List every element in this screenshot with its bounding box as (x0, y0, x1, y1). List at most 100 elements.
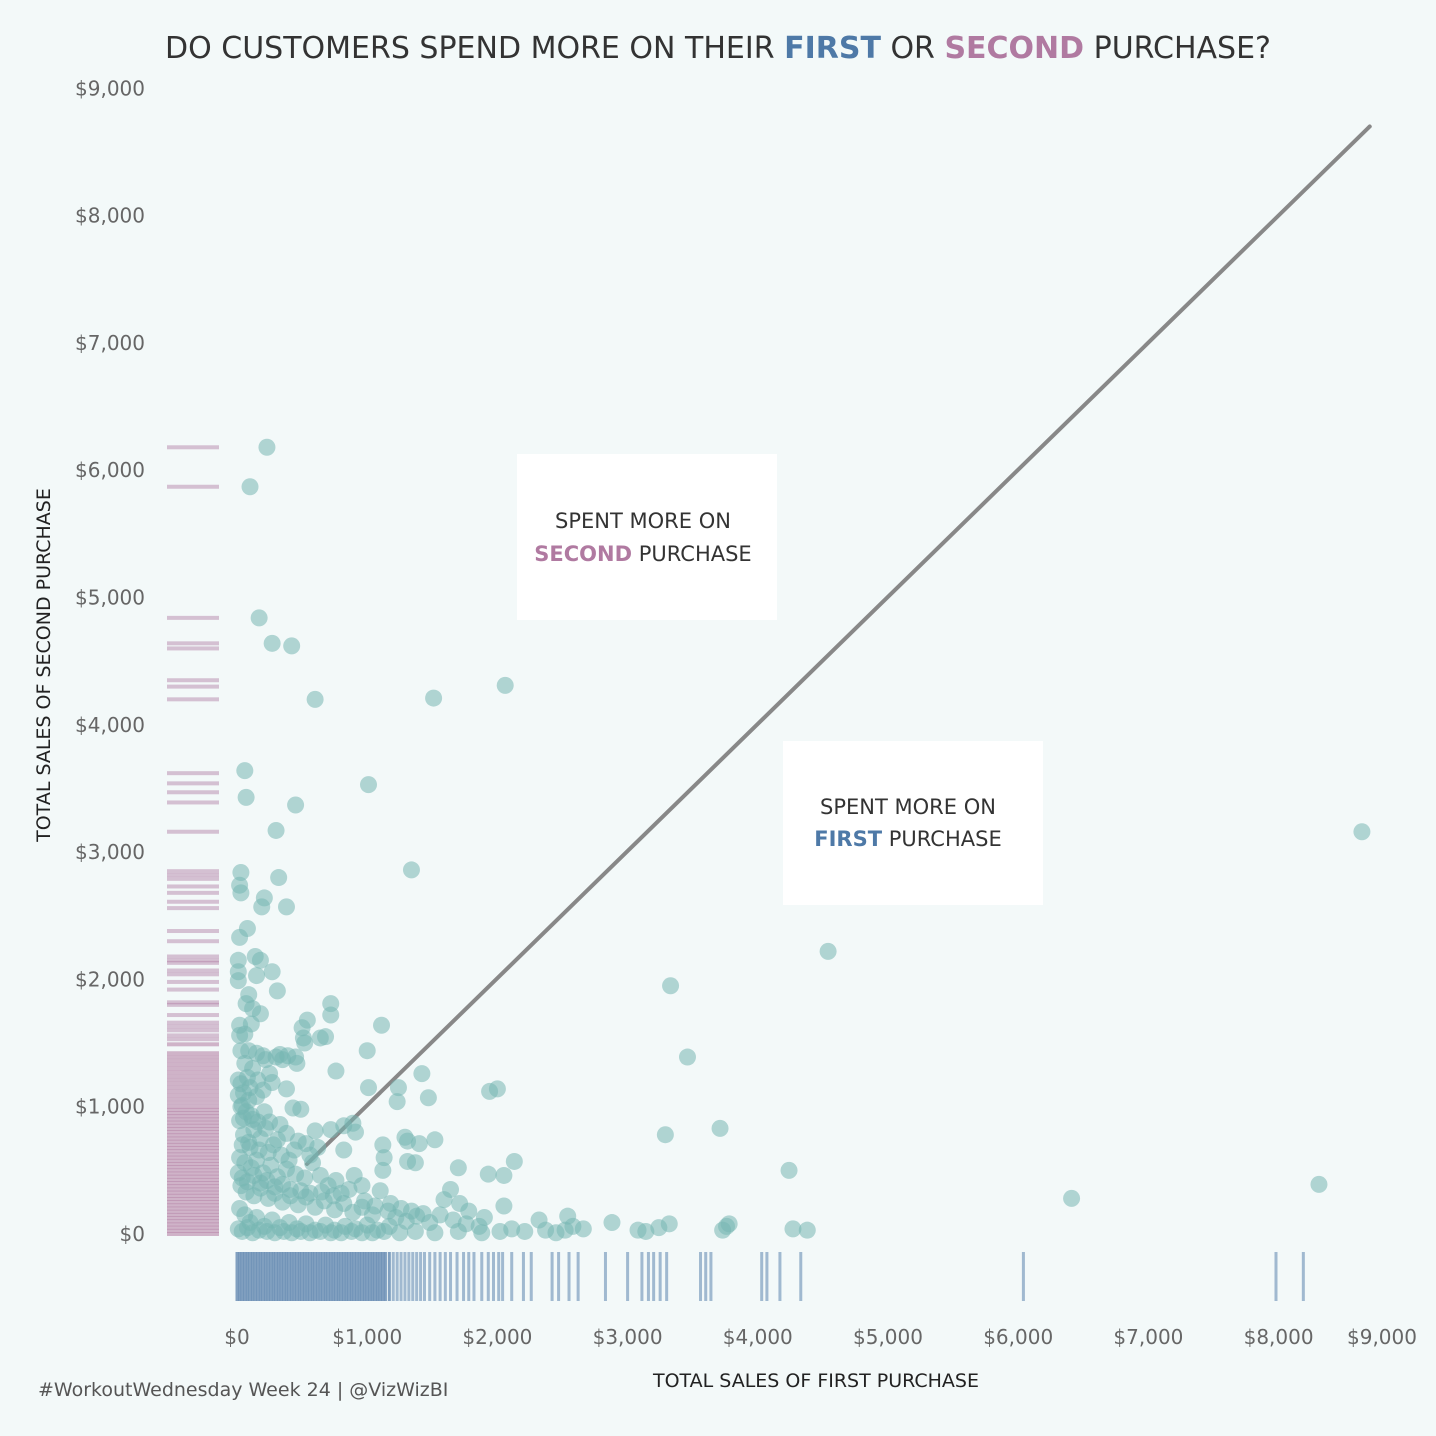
scatter-point (373, 1016, 391, 1034)
scatter-point (263, 963, 281, 981)
scatter-point (274, 1051, 292, 1069)
scatter-point (413, 1065, 431, 1083)
scatter-point (268, 982, 286, 1000)
scatter-point (296, 1034, 314, 1052)
y-rug-mark (167, 1212, 219, 1217)
x-rug-mark (243, 1252, 247, 1301)
annotation-first-highlight: FIRST (814, 827, 882, 851)
scatter-point (238, 1068, 256, 1086)
scatter-point (263, 634, 281, 652)
x-tick-label: $5,000 (853, 1325, 923, 1349)
scatter-point (248, 967, 266, 985)
scatter-point (288, 1054, 306, 1072)
scatter-point (660, 1215, 678, 1233)
annotation-first-box-bg (783, 741, 1043, 905)
x-rug-mark (235, 1252, 239, 1301)
scatter-point (449, 1222, 467, 1240)
title-first-highlight: FIRST (784, 31, 881, 66)
scatter-point (656, 1126, 674, 1144)
scatter-point (419, 1089, 437, 1107)
x-rug-mark (251, 1252, 255, 1301)
y-rug-mark (167, 1216, 219, 1221)
y-rug-mark (167, 1200, 219, 1205)
scatter-point (718, 1217, 736, 1235)
scatter-point (253, 898, 271, 916)
y-axis-ticks: $0 $1,000 $2,000 $3,000 $4,000 $5,000 $6,000 $7… (75, 76, 145, 1246)
x-rug-mark (640, 1252, 644, 1301)
y-rug-mark (167, 1037, 219, 1042)
scatter-point (479, 1165, 497, 1183)
x-rug-mark (626, 1252, 630, 1301)
y-rug-mark (167, 929, 219, 934)
x-tick-label: $4,000 (723, 1325, 793, 1349)
y-rug-mark (167, 1120, 219, 1125)
y-rug-mark (167, 1133, 219, 1138)
y-rug-mark (167, 972, 219, 977)
x-rug-mark (603, 1252, 607, 1301)
scatter-point (505, 1152, 523, 1170)
x-rug-mark (365, 1252, 369, 1301)
scatter-point (473, 1224, 491, 1242)
scatter-point (251, 951, 269, 969)
y-rug-mark (167, 939, 219, 944)
x-rug-mark (347, 1252, 351, 1301)
x-rug-mark (399, 1252, 403, 1301)
y-rug-mark (167, 1146, 219, 1151)
y-rug-mark (167, 1177, 219, 1182)
x-rug-mark (253, 1252, 257, 1301)
x-rug-mark (765, 1252, 769, 1301)
y-rug-mark (167, 906, 219, 911)
y-rug-mark (167, 1107, 219, 1112)
x-rug-mark (331, 1252, 335, 1301)
x-rug-mark (295, 1252, 299, 1301)
y-rug-mark (167, 1209, 219, 1214)
scatter-point (358, 1042, 376, 1060)
x-rug-mark (290, 1252, 294, 1301)
x-rug-mark (576, 1252, 580, 1301)
x-rug-mark (305, 1252, 309, 1301)
scatter-point (426, 1224, 444, 1242)
scatter-point (406, 1222, 424, 1240)
y-rug-mark (167, 968, 219, 973)
x-rug-mark (264, 1252, 268, 1301)
x-rug-mark (297, 1252, 301, 1301)
scatter-point (306, 690, 324, 708)
y-rug-mark (167, 1165, 219, 1170)
x-rug-mark (428, 1252, 432, 1301)
x-rug-mark (308, 1252, 312, 1301)
scatter-point (1353, 823, 1371, 841)
scatter-point (819, 942, 837, 960)
annotation-second-line2: SECOND PURCHASE (534, 542, 751, 566)
x-rug-mark (261, 1252, 265, 1301)
scatter-point (322, 1006, 340, 1024)
y-rug-mark (167, 1097, 219, 1102)
scatter-point (277, 1124, 295, 1142)
x-rug-mark (419, 1252, 423, 1301)
scatter-point (414, 1205, 432, 1223)
title-part-2: OR (881, 31, 945, 66)
x-rug-mark (334, 1252, 338, 1301)
y-rug-mark (167, 1149, 219, 1154)
y-tick-label: $7,000 (75, 331, 145, 355)
y-rug-mark (167, 1104, 219, 1109)
y-rug-mark (167, 1206, 219, 1211)
scatter-point (235, 1084, 253, 1102)
y-rug-mark (167, 684, 219, 689)
scatter-point (287, 796, 305, 814)
x-rug-mark (529, 1252, 533, 1301)
x-rug-mark (238, 1252, 242, 1301)
x-axis-title: TOTAL SALES OF FIRST PURCHASE (652, 1370, 979, 1392)
scatter-point (317, 1028, 335, 1046)
scatter-point (236, 1025, 254, 1043)
scatter-point (678, 1048, 696, 1066)
x-rug-mark (256, 1252, 260, 1301)
y-rug-mark (167, 1055, 219, 1060)
y-rug-mark (167, 1042, 219, 1047)
x-rug-mark (277, 1252, 281, 1301)
x-rug-mark (381, 1252, 385, 1301)
x-rug-mark (480, 1252, 484, 1301)
diagonal-reference-line (305, 124, 1372, 1166)
scatter-point (491, 1222, 509, 1240)
y-rug-mark (167, 869, 219, 874)
x-rug-mark (350, 1252, 354, 1301)
